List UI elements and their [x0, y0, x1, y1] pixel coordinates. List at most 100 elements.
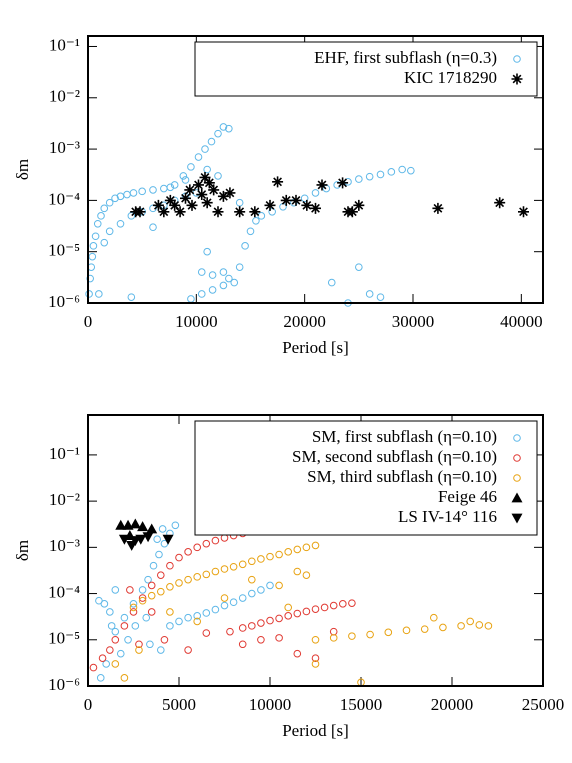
data-point	[89, 242, 98, 250]
data-point	[266, 552, 274, 561]
data-point	[127, 293, 136, 301]
data-point	[184, 184, 196, 196]
data-point	[147, 608, 156, 616]
data-point	[184, 646, 192, 654]
data-point	[135, 534, 147, 545]
data-point	[220, 601, 229, 610]
data-point	[157, 587, 165, 596]
data-point	[238, 640, 247, 649]
data-point	[290, 198, 298, 207]
y-tick-label: 10⁻²	[49, 490, 80, 509]
data-point	[224, 187, 236, 199]
legend-marker	[513, 454, 521, 462]
data-point	[219, 123, 228, 131]
data-point	[208, 286, 217, 294]
data-point	[248, 557, 256, 566]
data-point	[146, 523, 158, 534]
data-point	[203, 247, 211, 256]
data-point	[211, 536, 220, 545]
data-point	[175, 553, 183, 562]
data-point	[184, 575, 192, 584]
data-point	[376, 170, 385, 179]
data-point	[197, 290, 206, 298]
data-point	[320, 603, 329, 612]
legend-marker	[511, 492, 523, 503]
data-point	[187, 163, 195, 171]
data-point	[311, 635, 320, 644]
data-point	[138, 596, 147, 605]
legend-marker	[511, 513, 523, 524]
data-point	[202, 539, 211, 548]
data-point	[171, 521, 180, 530]
data-point	[184, 613, 192, 622]
data-point	[149, 561, 158, 570]
y-axis-label: δm	[13, 159, 32, 180]
data-point	[197, 268, 206, 276]
data-point	[118, 534, 130, 545]
data-point	[329, 627, 338, 636]
data-point	[203, 165, 211, 174]
data-point	[105, 198, 114, 207]
data-point	[272, 176, 284, 188]
data-point	[355, 263, 363, 271]
y-tick-label: 10⁻⁴	[48, 582, 80, 601]
data-point	[280, 194, 292, 206]
data-point	[193, 573, 201, 581]
data-point	[229, 562, 238, 571]
data-point	[160, 184, 168, 193]
legend-label: SM, first subflash (η=0.10)	[312, 427, 497, 446]
data-point	[152, 199, 164, 211]
data-point	[353, 199, 365, 211]
data-point	[138, 586, 147, 594]
data-point	[518, 206, 529, 218]
data-point	[208, 271, 217, 279]
legend-label: SM, second subflash (η=0.10)	[292, 447, 497, 466]
data-point	[212, 206, 224, 218]
data-point	[120, 613, 129, 622]
data-point	[95, 290, 103, 298]
data-point	[203, 177, 215, 189]
data-point	[430, 613, 438, 622]
data-point	[432, 202, 444, 214]
data-point	[329, 634, 338, 642]
y-axis-label: δm	[13, 540, 32, 561]
data-point	[115, 519, 127, 530]
data-point	[346, 206, 358, 218]
data-point	[166, 608, 174, 616]
data-point	[290, 194, 302, 206]
plot-frame	[87, 35, 544, 304]
data-point	[257, 212, 266, 220]
data-point	[300, 194, 309, 203]
data-point	[248, 575, 256, 584]
data-point	[100, 238, 109, 247]
x-tick-label: 0	[84, 312, 93, 331]
y-tick-label: 10⁻¹	[49, 444, 80, 463]
x-axis-label: Period [s]	[282, 338, 349, 357]
data-point	[337, 177, 349, 189]
data-point	[235, 263, 244, 271]
data-point	[111, 194, 119, 203]
data-point	[147, 591, 156, 600]
data-point	[153, 535, 161, 544]
x-tick-label: 10000	[249, 695, 292, 714]
data-point	[201, 197, 213, 209]
data-point	[266, 581, 274, 590]
data-point	[111, 627, 120, 636]
data-point	[275, 550, 283, 559]
data-point	[164, 194, 176, 206]
x-axis-label: Period [s]	[282, 721, 349, 740]
legend-box	[194, 420, 538, 536]
data-point	[193, 617, 201, 626]
data-point	[129, 603, 138, 612]
x-tick-label: 30000	[392, 312, 435, 331]
y-tick-label: 10⁻¹	[49, 35, 80, 54]
y-tick-label: 10⁻⁶	[48, 675, 80, 694]
data-point	[106, 608, 114, 616]
data-point	[111, 586, 120, 594]
data-point	[284, 603, 293, 612]
data-point	[135, 646, 143, 654]
data-point	[166, 583, 174, 591]
data-point	[420, 625, 429, 633]
data-point	[88, 252, 97, 261]
